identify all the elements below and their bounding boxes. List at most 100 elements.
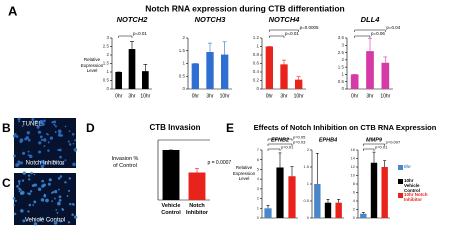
cell-nucleus: [69, 202, 72, 206]
cell-nucleus: [33, 222, 38, 226]
significance-bracket: [267, 138, 293, 141]
cell-nucleus: [58, 199, 62, 202]
y-tick-label: 0: [307, 215, 310, 220]
legend-swatch: [398, 193, 403, 198]
x-tick-label: 0hr: [351, 93, 359, 99]
p-value: p=0.007: [386, 140, 401, 145]
cell-nucleus: [71, 203, 74, 205]
cell-nucleus: [53, 123, 56, 126]
cell-nucleus: [19, 140, 23, 144]
y-tick-label: 0.5: [303, 198, 309, 203]
p-value: p = 0.0007: [207, 160, 231, 166]
cell-nucleus: [41, 184, 45, 188]
cell-nucleus: [31, 184, 35, 187]
bar: [381, 62, 390, 89]
cell-nucleus: [64, 181, 67, 184]
bar: [288, 176, 296, 218]
cell-nucleus: [45, 198, 49, 203]
cell-nucleus: [43, 145, 46, 147]
cell-nucleus: [26, 131, 30, 135]
cell-nucleus: [17, 163, 21, 166]
y-tick-label: 4: [257, 176, 260, 181]
group-title: MMP9: [366, 137, 383, 143]
significance-bracket: [363, 143, 385, 146]
cell-nucleus: [61, 162, 65, 166]
cell-nucleus: [22, 171, 27, 175]
y-tick-label: 6: [257, 157, 260, 162]
cell-nucleus: [27, 210, 30, 213]
cell-nucleus: [27, 154, 30, 157]
chart-title: Effects of Notch Inhibition on CTB RNA E…: [254, 123, 437, 132]
cell-nucleus: [22, 151, 26, 155]
p-value: p=0.04: [386, 25, 400, 30]
bar: [370, 162, 378, 218]
y-tick-label: 1: [307, 181, 310, 186]
y-tick-label: 1.5: [303, 164, 309, 169]
y-tick-label: 1: [341, 72, 344, 77]
cell-nucleus: [27, 192, 29, 195]
y-tick-label: 0.2: [253, 78, 260, 83]
y-tick-label: 0: [182, 86, 185, 91]
bar: [128, 49, 136, 89]
y-tick-label: 0.5: [179, 73, 186, 78]
cell-nucleus: [38, 141, 42, 145]
y-tick-label: 3: [106, 35, 109, 40]
cell-nucleus: [39, 135, 43, 139]
cell-nucleus: [67, 140, 70, 143]
significance-bracket: [118, 35, 133, 38]
cell-nucleus: [43, 120, 46, 123]
p-value: p=0.01: [375, 145, 388, 150]
x-tick-label: 10hr: [380, 93, 390, 99]
cell-nucleus: [43, 161, 47, 165]
y-axis-label: Invasion % of Control: [111, 156, 139, 169]
p-value: p=0.0005: [300, 25, 319, 30]
cell-nucleus: [68, 189, 71, 192]
significance-bracket: [269, 35, 285, 38]
bar: [191, 63, 199, 89]
cell-nucleus: [12, 197, 16, 200]
cell-nucleus: [36, 125, 40, 129]
bar: [221, 54, 229, 89]
y-tick-label: 2: [307, 147, 310, 152]
cell-nucleus: [53, 120, 57, 124]
group-title: EFNB2: [271, 137, 289, 143]
cell-nucleus: [18, 190, 21, 193]
cell-nucleus: [47, 149, 50, 152]
cell-nucleus: [59, 175, 63, 178]
cell-nucleus: [37, 130, 42, 134]
cell-nucleus: [53, 221, 58, 225]
y-tick-label: 3.5: [338, 35, 345, 40]
cell-nucleus: [72, 142, 75, 145]
chart-title: NOTCH3: [195, 15, 227, 24]
cell-nucleus: [28, 178, 31, 181]
x-tick-label: 10hr: [220, 93, 230, 99]
cell-nucleus: [53, 160, 56, 163]
y-tick-label: 2: [182, 35, 185, 40]
image-label: Vehicle Control: [25, 218, 65, 224]
bar: [295, 79, 303, 89]
y-tick-label: 1.5: [103, 61, 110, 66]
cell-nucleus: [58, 195, 62, 199]
bar: [162, 150, 180, 200]
cell-nucleus: [59, 219, 63, 223]
y-tick-label: 0.5: [338, 79, 345, 84]
bar: [350, 74, 359, 89]
cell-nucleus: [57, 148, 60, 152]
cell-nucleus: [28, 203, 32, 207]
y-tick-label: 7: [257, 147, 260, 152]
y-tick-label: 2.5: [103, 44, 110, 49]
bar: [314, 184, 321, 218]
cell-nucleus: [25, 136, 29, 140]
significance-bracket: [363, 148, 375, 151]
cell-nucleus: [20, 209, 24, 213]
cell-nucleus: [41, 122, 45, 126]
x-tick-label: 0hr: [192, 93, 200, 99]
cell-nucleus: [22, 219, 26, 223]
p-value: p=0.06: [371, 31, 385, 36]
y-tick-label: 1: [257, 205, 260, 210]
y-tick-label: 6: [353, 190, 356, 195]
y-tick-label: 16: [351, 147, 356, 152]
y-tick-label: 0.6: [253, 61, 260, 66]
legend-label: 10hr Vehicle Control: [404, 178, 420, 193]
x-tick-label: 3hr: [280, 93, 288, 99]
